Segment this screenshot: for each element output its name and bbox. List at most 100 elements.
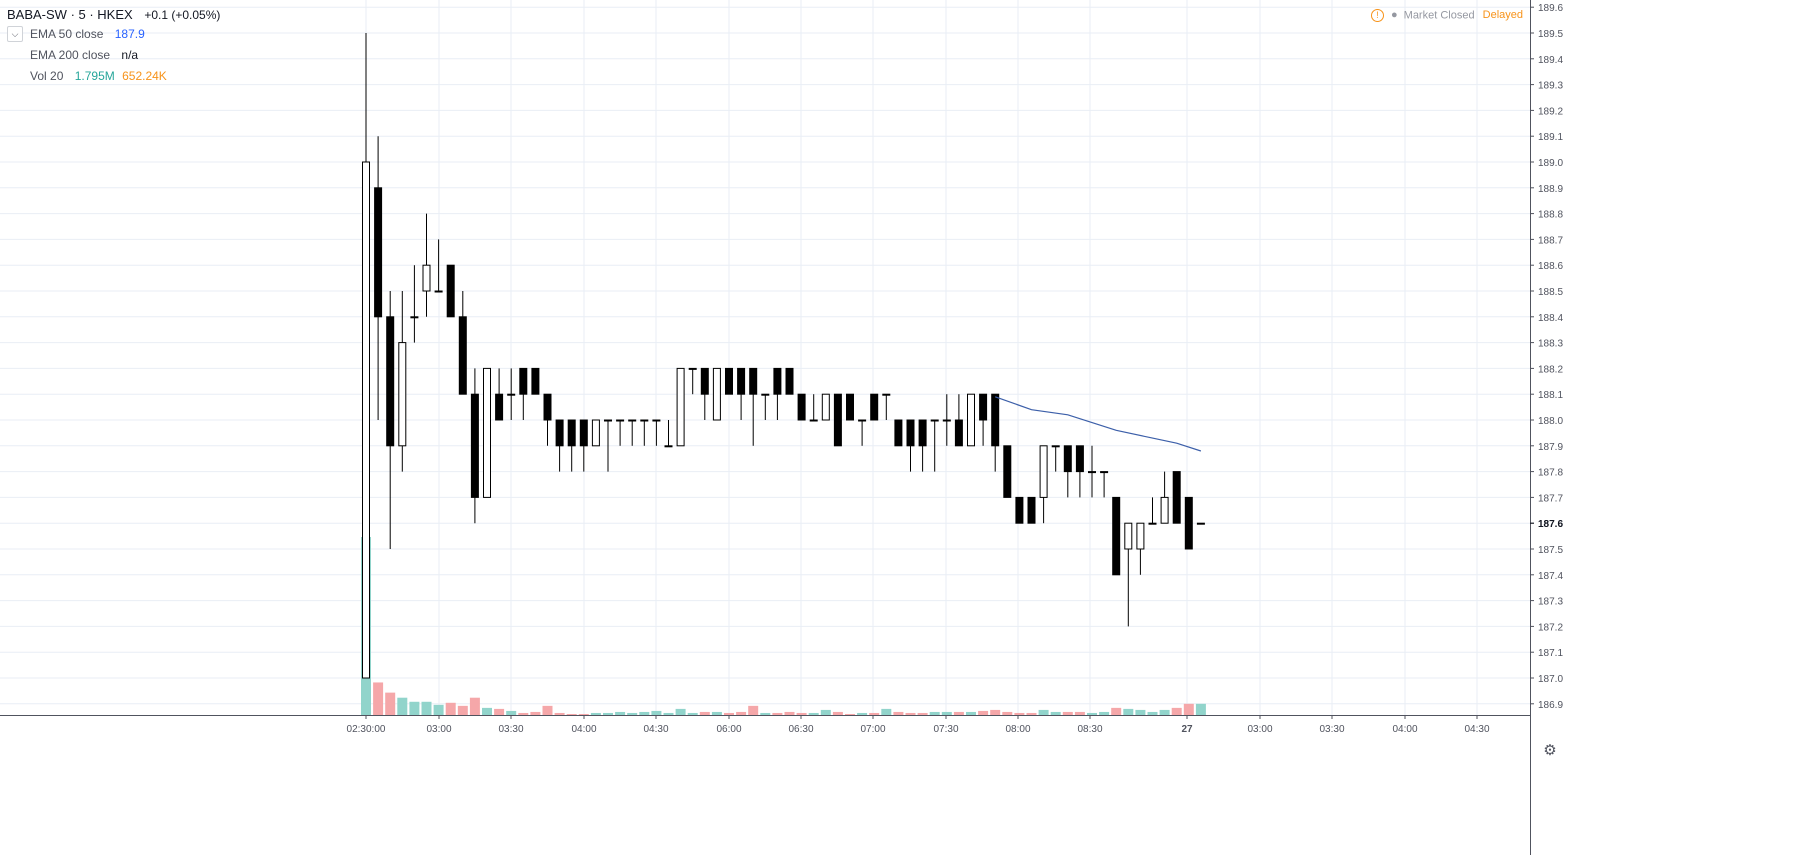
candle-body (567, 419, 576, 447)
candle-body (591, 419, 600, 447)
candle-body (495, 393, 504, 421)
ema50-value: 187.9 (114, 27, 145, 41)
candle-body (555, 419, 564, 447)
candle-body (676, 367, 685, 447)
candle-body (640, 419, 649, 422)
price-tick-label: 188.4 (1538, 313, 1563, 324)
candle-body (470, 393, 479, 498)
candle-body (1172, 471, 1181, 524)
candle-body (991, 393, 1000, 447)
market-status[interactable]: ! ● Market Closed Delayed (1370, 9, 1523, 22)
candle-body (894, 419, 903, 447)
volume-bar (784, 711, 795, 715)
time-tick-label: 27 (1181, 724, 1193, 735)
candle-body (749, 367, 758, 395)
ema200-legend[interactable]: EMA 200 close n/a (30, 48, 138, 62)
status-dot: ● (1390, 9, 1398, 22)
volume-bar (760, 712, 771, 715)
price-tick-label: 187.5 (1538, 545, 1563, 556)
volume-bar (941, 711, 952, 715)
volume-bar (1050, 711, 1061, 715)
last-price-label: 187.6 (1538, 519, 1563, 530)
volume-ma-value: 652.24K (122, 69, 167, 83)
volume-bar (1195, 703, 1206, 715)
candle-body (362, 161, 370, 679)
volume-bar (990, 709, 1001, 715)
volume-bar (869, 712, 880, 715)
volume-bar (578, 713, 589, 715)
gear-icon[interactable]: ⚙ (1543, 742, 1557, 759)
candle-body (761, 393, 770, 396)
volume-bar (905, 712, 916, 715)
symbol-title[interactable]: BABA-SW · 5 · HKEX (7, 7, 133, 22)
candle-body (797, 393, 806, 421)
price-tick-label: 189.1 (1538, 132, 1563, 143)
volume-bar (518, 712, 529, 715)
volume-bar (772, 712, 783, 715)
volume-bar (724, 712, 734, 715)
volume-bar (1038, 709, 1049, 715)
volume-bar (917, 712, 928, 715)
volume-bar (590, 712, 601, 715)
price-tick-label: 186.9 (1538, 700, 1563, 711)
chevron-down-icon[interactable]: ⌵ (7, 26, 23, 42)
volume-bar (1074, 711, 1085, 715)
price-tick-label: 187.1 (1538, 648, 1563, 659)
price-tick-label: 187.0 (1538, 674, 1563, 685)
candle-body (1051, 445, 1060, 448)
volume-bar (433, 704, 444, 715)
candle-body (386, 316, 395, 447)
volume-bar (857, 712, 868, 715)
price-tick-label: 187.9 (1538, 442, 1563, 453)
price-tick-label: 187.6 (1538, 519, 1563, 530)
volume-value: 1.795M (74, 69, 115, 83)
volume-bar (409, 701, 420, 715)
price-tick-label: 189.2 (1538, 106, 1563, 117)
price-tick-label: 188.3 (1538, 339, 1563, 350)
candle-body (858, 419, 867, 422)
candle-body (737, 367, 746, 395)
candle-body (725, 367, 733, 395)
candle-body (531, 367, 540, 395)
volume-bar (808, 712, 819, 715)
volume-bar (494, 708, 505, 715)
price-tick-label: 188.8 (1538, 210, 1563, 221)
time-tick-label: 04:30 (1464, 724, 1489, 735)
ema50-legend[interactable]: EMA 50 close 187.9 (30, 27, 145, 41)
volume-bar (699, 711, 710, 715)
volume-bar (748, 705, 759, 715)
volume-bar (457, 705, 468, 715)
candle-body (785, 367, 794, 395)
candle-body (1136, 522, 1145, 550)
time-tick-label: 03:30 (498, 724, 523, 735)
candle-body (410, 316, 419, 319)
candle-body (446, 264, 455, 318)
candle-body (543, 393, 552, 421)
candle-body (398, 342, 407, 447)
ema200-label: EMA 200 close (30, 48, 111, 62)
time-tick-label: 03:00 (1247, 724, 1272, 735)
candle-body (870, 393, 879, 421)
candle-body (1027, 496, 1036, 524)
candle-body (773, 367, 782, 395)
volume-bar (566, 713, 577, 715)
candle-body (374, 187, 383, 318)
volume-bar (385, 692, 396, 715)
candle-body (1124, 522, 1133, 550)
delayed-label: Delayed (1482, 9, 1523, 22)
candle-body (1112, 496, 1121, 576)
volume-bar (893, 711, 904, 715)
price-tick-label: 189.6 (1538, 3, 1563, 14)
candle-body (1196, 522, 1205, 525)
volume-bar (627, 712, 638, 715)
volume-bar (1026, 712, 1037, 715)
price-tick-label: 187.8 (1538, 468, 1563, 479)
volume-legend[interactable]: Vol 20 1.795M 652.24K (30, 69, 167, 83)
candle-body (616, 419, 625, 422)
volume-bar (845, 713, 855, 715)
candle-body (821, 393, 830, 421)
candle-body (1184, 496, 1193, 550)
price-tick-label: 187.7 (1538, 493, 1563, 504)
